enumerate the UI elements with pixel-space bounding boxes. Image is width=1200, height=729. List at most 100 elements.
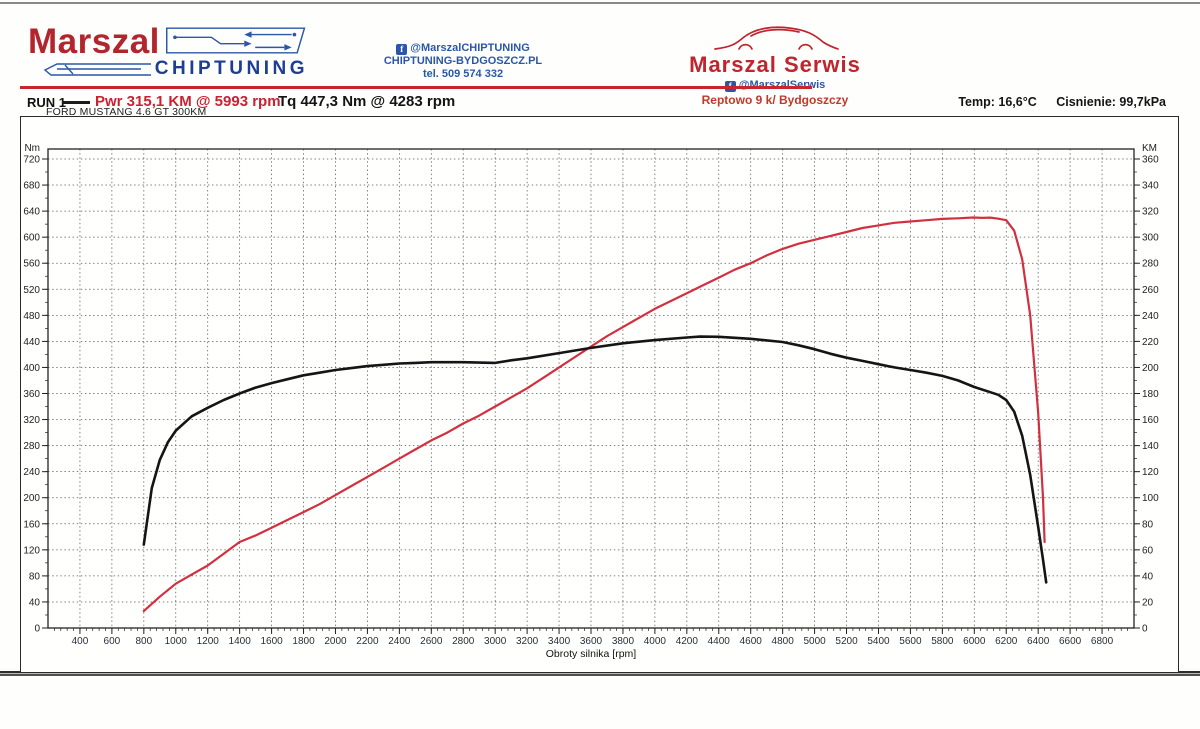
- contact-website: CHIPTUNING-BYDGOSZCZ.PL: [383, 55, 543, 67]
- svg-text:60: 60: [1142, 545, 1154, 556]
- svg-text:3400: 3400: [548, 636, 571, 647]
- facebook-icon: f: [396, 44, 408, 55]
- svg-text:560: 560: [23, 259, 40, 270]
- logo-sub-text: CHIPTUNING: [154, 58, 308, 79]
- serwis-facebook-handle: @MarszalSerwis: [738, 79, 826, 91]
- run-label: RUN 1: [27, 95, 67, 110]
- torque-result: Tq 447,3 Nm @ 4283 rpm: [278, 93, 456, 110]
- svg-text:720: 720: [23, 155, 40, 166]
- curve-power: [142, 216, 1046, 613]
- svg-text:400: 400: [72, 636, 89, 647]
- curve-torque: [142, 335, 1048, 584]
- svg-text:1000: 1000: [165, 636, 188, 647]
- svg-text:600: 600: [104, 636, 121, 647]
- logo-underline-icon: [43, 62, 151, 76]
- marszal-chiptuning-logo: Marszal: [28, 24, 308, 80]
- page-bottom-border: [0, 671, 1200, 676]
- svg-text:280: 280: [23, 441, 40, 452]
- svg-text:3000: 3000: [484, 636, 507, 647]
- circuit-board-icon: [165, 27, 306, 54]
- svg-text:280: 280: [1142, 259, 1159, 270]
- svg-text:6200: 6200: [995, 636, 1018, 647]
- svg-text:360: 360: [23, 389, 40, 400]
- vehicle-name: FORD MUSTANG 4.6 GT 300KM: [46, 106, 207, 118]
- svg-text:220: 220: [1142, 337, 1159, 348]
- serwis-block: Marszal Serwis f@MarszalSerwis Reptowo 9…: [655, 22, 895, 107]
- svg-text:520: 520: [23, 285, 40, 296]
- svg-text:360: 360: [1142, 155, 1159, 166]
- svg-text:680: 680: [23, 181, 40, 192]
- ambient-pressure: Cisnienie: 99,7kPa: [1056, 95, 1166, 109]
- svg-text:2400: 2400: [388, 636, 411, 647]
- svg-text:6800: 6800: [1091, 636, 1114, 647]
- contact-phone: tel. 509 574 332: [422, 68, 504, 80]
- svg-text:40: 40: [1142, 571, 1154, 582]
- svg-text:320: 320: [23, 415, 40, 426]
- serwis-address: Reptowo 9 k/ Bydgoszczy: [701, 92, 849, 107]
- svg-text:2200: 2200: [356, 636, 379, 647]
- ambient-conditions: Temp: 16,6°C Cisnienie: 99,7kPa: [942, 95, 1166, 109]
- svg-text:4000: 4000: [644, 636, 667, 647]
- svg-text:KM: KM: [1142, 143, 1157, 154]
- run-legend-line: [62, 101, 90, 104]
- svg-text:4200: 4200: [676, 636, 699, 647]
- svg-text:260: 260: [1142, 285, 1159, 296]
- svg-text:40: 40: [29, 597, 41, 608]
- svg-text:200: 200: [23, 493, 40, 504]
- page-top-border: [0, 2, 1200, 4]
- svg-text:6600: 6600: [1059, 636, 1082, 647]
- contact-facebook-line: f @MarszalCHIPTUNING: [348, 42, 578, 55]
- serwis-name: Marszal Serwis: [689, 52, 861, 77]
- svg-text:300: 300: [1142, 233, 1159, 244]
- svg-text:2800: 2800: [452, 636, 475, 647]
- svg-text:6000: 6000: [963, 636, 986, 647]
- car-outline-icon: [714, 26, 839, 50]
- svg-text:120: 120: [1142, 467, 1159, 478]
- svg-text:440: 440: [23, 337, 40, 348]
- svg-text:5800: 5800: [931, 636, 954, 647]
- svg-text:240: 240: [1142, 311, 1159, 322]
- svg-text:600: 600: [23, 233, 40, 244]
- svg-text:1600: 1600: [260, 636, 283, 647]
- dyno-chart: 400 600 800 1000 1200 1400 1600 1800 2000 2200 240…: [23, 143, 1159, 660]
- svg-text:20: 20: [1142, 597, 1154, 608]
- svg-text:100: 100: [1142, 493, 1159, 504]
- svg-text:1400: 1400: [229, 636, 252, 647]
- svg-text:320: 320: [1142, 207, 1159, 218]
- svg-text:640: 640: [23, 207, 40, 218]
- svg-text:180: 180: [1142, 389, 1159, 400]
- svg-text:3800: 3800: [612, 636, 635, 647]
- svg-text:80: 80: [1142, 519, 1154, 530]
- power-result: Pwr 315,1 KM @ 5993 rpm: [95, 93, 281, 110]
- svg-text:Obroty silnika [rpm]: Obroty silnika [rpm]: [546, 648, 637, 660]
- svg-text:80: 80: [29, 571, 41, 582]
- svg-text:200: 200: [1142, 363, 1159, 374]
- svg-text:480: 480: [23, 311, 40, 322]
- contact-block: f @MarszalCHIPTUNING CHIPTUNING-BYDGOSZCZ…: [348, 42, 578, 81]
- header-divider-line: [20, 86, 812, 89]
- svg-text:120: 120: [23, 545, 40, 556]
- svg-text:4400: 4400: [708, 636, 731, 647]
- svg-text:400: 400: [23, 363, 40, 374]
- svg-text:5600: 5600: [899, 636, 922, 647]
- svg-text:240: 240: [23, 467, 40, 478]
- svg-text:3600: 3600: [580, 636, 603, 647]
- logo-brand-text: Marszal: [28, 21, 160, 61]
- svg-text:6400: 6400: [1027, 636, 1050, 647]
- svg-text:4600: 4600: [740, 636, 763, 647]
- svg-text:5000: 5000: [803, 636, 826, 647]
- svg-text:5400: 5400: [867, 636, 890, 647]
- svg-text:0: 0: [1142, 624, 1148, 635]
- dyno-chart-frame: 400 600 800 1000 1200 1400 1600 1800 2000 2200 240…: [20, 116, 1179, 673]
- svg-text:140: 140: [1142, 441, 1159, 452]
- svg-text:4800: 4800: [772, 636, 795, 647]
- svg-text:2600: 2600: [420, 636, 443, 647]
- svg-text:160: 160: [1142, 415, 1159, 426]
- svg-text:3200: 3200: [516, 636, 539, 647]
- svg-text:0: 0: [34, 624, 40, 635]
- svg-text:340: 340: [1142, 181, 1159, 192]
- svg-text:1200: 1200: [197, 636, 220, 647]
- contact-facebook-handle: @MarszalCHIPTUNING: [410, 42, 530, 54]
- svg-text:5200: 5200: [835, 636, 858, 647]
